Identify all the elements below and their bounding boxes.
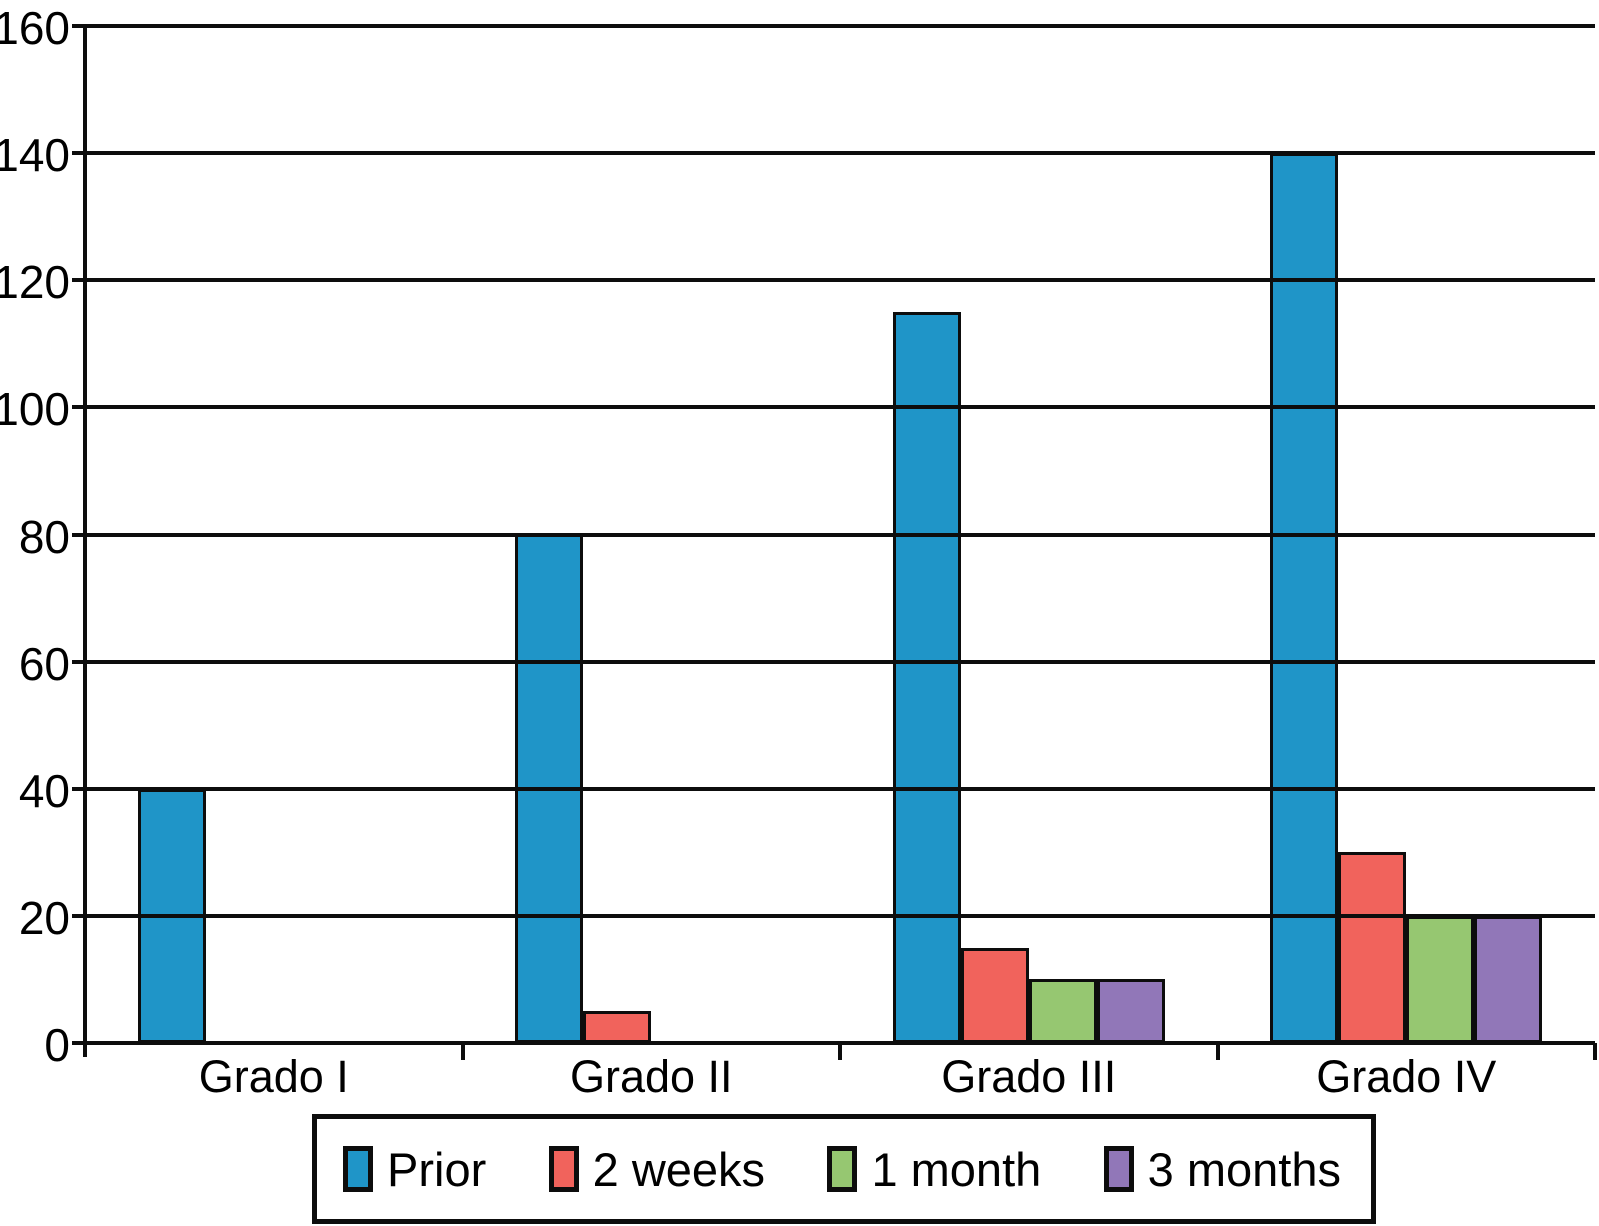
gridline-0 bbox=[72, 1041, 1595, 1045]
bar-grado-iii-prior bbox=[892, 312, 961, 1043]
y-tick-label-120: 120 bbox=[0, 256, 70, 309]
legend-item-3-months: 3 months bbox=[1103, 1142, 1341, 1196]
bar-grado-iv-prior bbox=[1270, 153, 1339, 1043]
gridline-120 bbox=[72, 278, 1595, 283]
gridline-140 bbox=[72, 151, 1595, 156]
x-axis-labels: Grado I Grado II Grado III Grado IV bbox=[85, 1052, 1595, 1102]
legend-swatch-2-weeks bbox=[548, 1146, 579, 1192]
x-axis-tick-4 bbox=[1593, 1043, 1597, 1060]
gridline-80 bbox=[72, 532, 1595, 537]
x-axis-tick-3 bbox=[1215, 1043, 1220, 1060]
x-axis-tick-2 bbox=[838, 1043, 842, 1060]
gridline-100 bbox=[72, 405, 1595, 410]
y-tick-label-140: 140 bbox=[0, 129, 70, 182]
legend-item-2-weeks: 2 weeks bbox=[548, 1142, 766, 1196]
legend-item-1-month: 1 month bbox=[827, 1146, 1041, 1193]
legend: Prior 2 weeks 1 month 3 months bbox=[312, 1114, 1376, 1224]
legend-item-prior: Prior bbox=[343, 1146, 486, 1193]
y-tick-label-100: 100 bbox=[0, 383, 70, 436]
legend-label-3-months: 3 months bbox=[1147, 1142, 1341, 1196]
bar-grado-iii-3-months bbox=[1096, 979, 1165, 1043]
y-tick-label-60: 60 bbox=[18, 637, 70, 690]
legend-swatch-3-months bbox=[1103, 1146, 1134, 1192]
plot-area bbox=[72, 24, 1597, 1060]
x-axis-tick-1 bbox=[460, 1043, 465, 1060]
x-label-grado-1: Grado I bbox=[198, 1051, 349, 1102]
legend-label-2-weeks: 2 weeks bbox=[592, 1142, 766, 1196]
y-tick-label-80: 80 bbox=[18, 510, 70, 563]
gridline-40 bbox=[72, 786, 1595, 791]
bar-grado-iii-2-weeks bbox=[960, 948, 1029, 1043]
bar-grado-iv-1-month bbox=[1406, 916, 1475, 1043]
legend-label-1-month: 1 month bbox=[871, 1142, 1042, 1196]
y-tick-label-40: 40 bbox=[18, 764, 70, 817]
legend-label-prior: Prior bbox=[387, 1142, 487, 1196]
y-tick-label-160: 160 bbox=[0, 2, 70, 54]
y-tick-label-20: 20 bbox=[18, 891, 70, 944]
x-label-grado-2: Grado II bbox=[569, 1051, 733, 1102]
gridline-60 bbox=[72, 659, 1595, 664]
gridline-20 bbox=[72, 913, 1595, 918]
bar-grado-iv-2-weeks bbox=[1338, 852, 1407, 1043]
y-tick-label-0: 0 bbox=[44, 1019, 70, 1071]
x-label-grado-3: Grado III bbox=[941, 1051, 1117, 1102]
y-axis-line bbox=[83, 26, 87, 1057]
bar-grado-iv-3-months bbox=[1474, 916, 1543, 1043]
y-axis-labels: 0 20 40 60 80 100 120 140 160 bbox=[0, 0, 70, 1100]
legend-swatch-1-month bbox=[827, 1146, 858, 1192]
x-label-grado-4: Grado IV bbox=[1316, 1051, 1497, 1102]
gridline-160 bbox=[72, 24, 1595, 28]
bar-grado-ii-2-weeks bbox=[583, 1011, 652, 1043]
legend-swatch-prior bbox=[343, 1146, 373, 1192]
bar-grado-iii-1-month bbox=[1028, 979, 1097, 1043]
